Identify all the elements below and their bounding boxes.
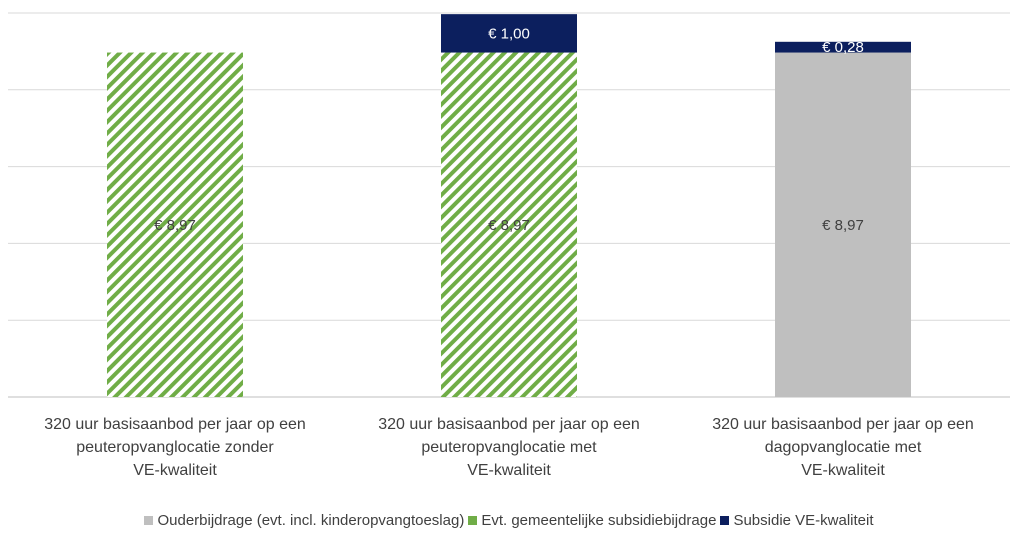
bar-segment: [775, 41, 911, 53]
data-label: € 8,97: [154, 217, 196, 234]
legend-item: Subsidie VE-kwaliteit: [720, 512, 874, 529]
bar-segment: [441, 14, 577, 53]
data-label: € 8,97: [488, 217, 530, 234]
legend-label: Ouderbijdrage (evt. incl. kinderopvangto…: [157, 512, 465, 529]
bar-segment: [441, 52, 577, 397]
x-tick-label: 320 uur basisaanbod per jaar op een dago…: [712, 416, 974, 479]
data-label: € 1,00: [488, 25, 530, 42]
legend-swatch: [720, 516, 730, 525]
legend-label: Evt. gemeentelijke subsidiebijdrage: [481, 512, 717, 529]
legend-swatch: [144, 516, 154, 525]
legend: Ouderbijdrage (evt. incl. kinderopvangto…: [0, 512, 1018, 529]
legend-item: Evt. gemeentelijke subsidiebijdrage: [468, 512, 716, 529]
data-label: € 8,97: [822, 217, 864, 234]
x-tick-label: 320 uur basisaanbod per jaar op een peut…: [44, 416, 306, 479]
data-label: € 0,28: [822, 39, 864, 56]
x-tick-label: 320 uur basisaanbod per jaar op een peut…: [378, 416, 640, 479]
legend-label: Subsidie VE-kwaliteit: [733, 512, 874, 529]
bar-segment: [775, 52, 911, 397]
bar-segment: [107, 52, 243, 397]
legend-swatch: [468, 516, 478, 525]
legend-item: Ouderbijdrage (evt. incl. kinderopvangto…: [144, 512, 464, 529]
